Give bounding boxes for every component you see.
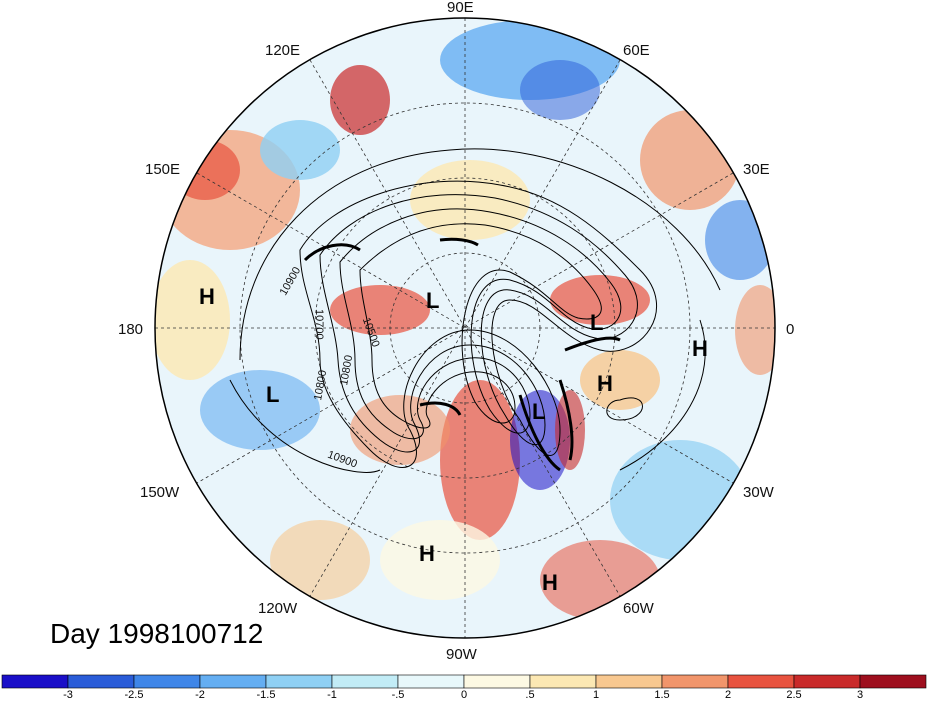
lon-label-90e: 90E — [447, 0, 474, 16]
colorbar-tick-label: 2 — [725, 689, 731, 701]
lon-label-150e: 150E — [145, 161, 180, 178]
colorbar-swatch — [793, 674, 861, 689]
jet-segments — [303, 237, 621, 472]
contour-label: 10700 — [313, 309, 325, 340]
colorbar-tick-label: .5 — [525, 689, 534, 701]
colorbar-swatch — [397, 674, 465, 689]
lon-label-120e: 120E — [265, 42, 300, 59]
colorbar-tick-label: 1 — [593, 689, 599, 701]
lon-label-30e: 30E — [743, 161, 770, 178]
lon-label-90w: 90W — [446, 646, 478, 663]
lon-label-180: 180 — [118, 321, 143, 338]
high-center: H — [692, 336, 708, 361]
colorbar-swatch — [727, 674, 795, 689]
lon-label-120w: 120W — [258, 600, 298, 617]
colorbar-tick-label: -2.5 — [125, 689, 144, 701]
colorbar-tick-label: -.5 — [392, 689, 405, 701]
longitude-labels: 90E 90W 180 0 120E 150E 60E 30E 150W 120… — [118, 0, 794, 663]
colorbar-tick-label: -1.5 — [257, 689, 276, 701]
high-center: H — [199, 284, 215, 309]
lon-label-60e: 60E — [623, 42, 650, 59]
colorbar-tick-label: -1 — [327, 689, 337, 701]
lon-label-60w: 60W — [623, 600, 655, 617]
colorbar-swatch — [133, 674, 201, 689]
colorbar-swatch — [1, 674, 69, 689]
lon-label-0: 0 — [786, 321, 794, 338]
height-contours — [229, 148, 721, 473]
low-center: L — [426, 288, 439, 313]
colorbar-swatch — [67, 674, 135, 689]
lon-label-150w: 150W — [140, 484, 180, 501]
colorbar: -3 -2.5 -2 -1.5 -1 -.5 0 .5 1 1.5 2 2.5 3 — [1, 674, 927, 701]
colorbar-swatch — [199, 674, 267, 689]
colorbar-tick-label: -2 — [195, 689, 205, 701]
high-center: H — [542, 570, 558, 595]
pressure-centers: H L L L H H L H H — [199, 284, 708, 595]
contour-label: 10800 — [312, 369, 329, 401]
graticule — [155, 18, 775, 638]
colorbar-swatch — [265, 674, 333, 689]
low-center: L — [590, 310, 603, 335]
colorbar-swatch — [331, 674, 399, 689]
low-center: L — [266, 382, 279, 407]
colorbar-tick-label: 1.5 — [654, 689, 669, 701]
map-boundary — [154, 17, 776, 639]
contour-label: 10800 — [338, 354, 355, 386]
colorbar-swatch — [661, 674, 729, 689]
colorbar-tick-label: -3 — [63, 689, 73, 701]
map-title: Day 1998100712 — [50, 618, 264, 649]
colorbar-swatch — [595, 674, 663, 689]
low-center: L — [532, 399, 545, 424]
colorbar-tick-label: 0 — [461, 689, 467, 701]
colorbar-tick-label: 3 — [857, 689, 863, 701]
high-center: H — [419, 541, 435, 566]
high-center: H — [597, 371, 613, 396]
colorbar-tick-label: 2.5 — [786, 689, 801, 701]
colorbar-swatch — [859, 674, 927, 689]
colorbar-swatch — [463, 674, 531, 689]
colorbar-swatch — [529, 674, 597, 689]
lon-label-30w: 30W — [743, 484, 775, 501]
